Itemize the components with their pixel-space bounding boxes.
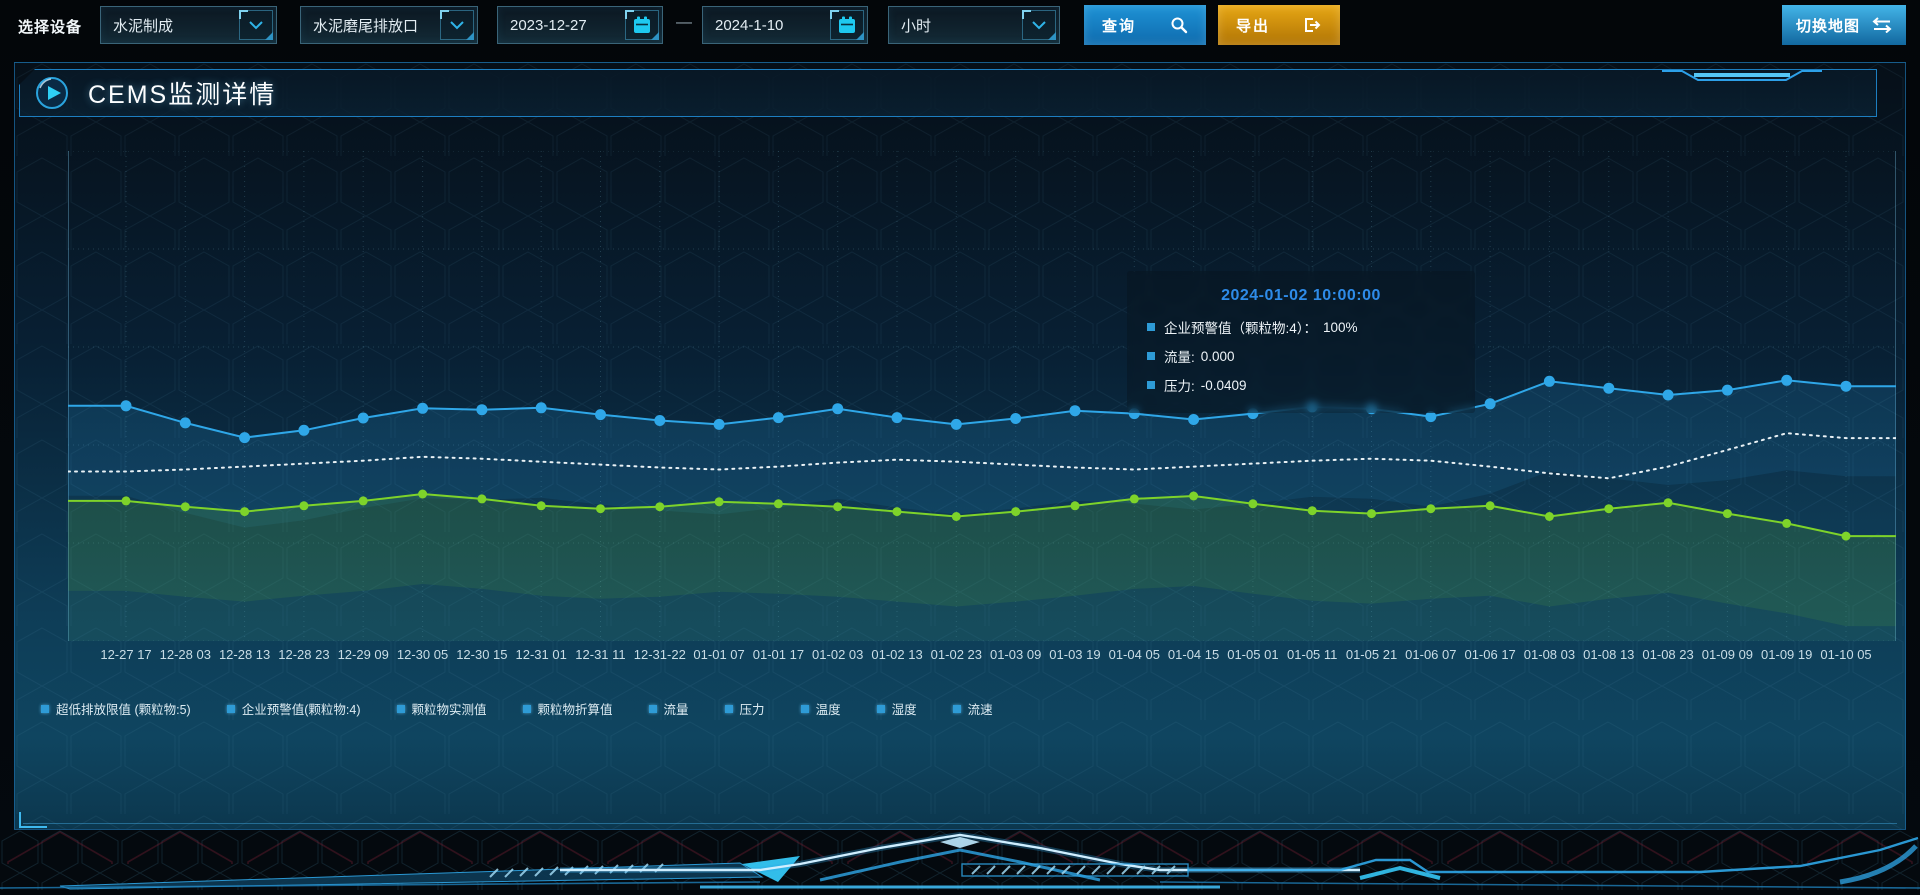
legend-label: 温度 — [815, 703, 841, 717]
calendar-icon[interactable] — [625, 10, 659, 40]
export-button-label: 导出 — [1236, 17, 1271, 35]
x-axis-label: 12-30 15 — [456, 647, 508, 662]
chevron-down-icon[interactable] — [1022, 10, 1056, 40]
device-select[interactable]: 水泥制成 — [100, 6, 277, 44]
x-axis: 12-27 17 12-28 03 12-28 13 12-28 23 12-29 09… — [68, 647, 1896, 667]
x-axis-label: 01-06 07 — [1405, 647, 1457, 662]
x-axis-label: 01-02 03 — [812, 647, 864, 662]
x-axis-label: 01-08 13 — [1583, 647, 1635, 662]
legend-label: 流量 — [663, 703, 689, 717]
x-axis-label: 01-08 03 — [1523, 647, 1576, 662]
x-axis-label: 01-02 23 — [930, 647, 983, 662]
calendar-icon[interactable] — [830, 10, 864, 40]
legend-marker-icon — [226, 704, 235, 713]
x-axis-label: 01-02 13 — [871, 647, 923, 662]
legend-label: 企业预警值(颗粒物:4) — [241, 703, 361, 717]
legend-label: 压力 — [739, 703, 765, 717]
legend-item[interactable]: 流量 — [648, 699, 689, 718]
legend-label: 颗粒物折算值 — [537, 703, 613, 717]
start-date-picker[interactable]: 2023-12-27 — [497, 6, 663, 44]
search-icon — [1170, 16, 1188, 34]
panel-title: CEMS监测详情 — [88, 81, 277, 109]
x-axis-label: 01-06 17 — [1464, 647, 1516, 662]
x-axis-label: 12-28 03 — [159, 647, 211, 662]
legend-item[interactable]: 企业预警值(颗粒物:4) — [226, 699, 361, 718]
panel-header: CEMS监测详情 — [19, 69, 1877, 117]
x-axis-label: 12-31 11 — [575, 647, 626, 662]
interval-select-value: 小时 — [901, 17, 932, 35]
x-axis-label: 12-28 13 — [218, 647, 271, 662]
legend-marker-icon — [876, 704, 885, 713]
interval-select[interactable]: 小时 — [888, 6, 1060, 44]
x-axis-label: 01-05 21 — [1345, 647, 1398, 662]
date-range-separator: — — [676, 14, 692, 31]
end-date-picker[interactable]: 2024-1-10 — [702, 6, 868, 44]
end-date-value: 2024-1-10 — [715, 16, 784, 34]
legend-marker-icon — [648, 704, 657, 713]
chevron-down-icon[interactable] — [440, 10, 474, 40]
x-axis-label: 12-28 23 — [278, 647, 330, 662]
outlet-select-value: 水泥磨尾排放口 — [313, 17, 419, 35]
legend-item[interactable]: 湿度 — [876, 699, 917, 718]
footer-decoration — [0, 830, 1920, 890]
x-axis-label: 12-27 17 — [100, 647, 152, 662]
x-axis-label: 01-01 07 — [693, 647, 745, 662]
legend-label: 超低排放限值 (颗粒物:5) — [56, 703, 191, 717]
chevron-down-icon[interactable] — [239, 10, 273, 40]
legend-item[interactable]: 超低排放限值 (颗粒物:5) — [41, 699, 191, 718]
x-axis-label: 12-29 09 — [337, 647, 389, 662]
swap-arrows-icon — [1872, 17, 1892, 33]
x-axis-label: 01-04 05 — [1108, 647, 1160, 662]
x-axis-label: 01-05 11 — [1287, 647, 1338, 662]
device-select-label: 选择设备 — [18, 19, 83, 36]
cems-panel: CEMS监测详情 12-27 17 12-28 03 12-28 13 12-28 2… — [14, 62, 1906, 830]
export-icon — [1303, 16, 1322, 34]
legend-item[interactable]: 颗粒物实测值 — [396, 699, 487, 718]
x-axis-label: 01-09 19 — [1761, 647, 1813, 662]
device-select-value: 水泥制成 — [113, 17, 174, 35]
switch-map-button[interactable]: 切换地图 — [1782, 5, 1906, 45]
x-axis-label: 01-05 01 — [1227, 647, 1279, 662]
legend-label: 流速 — [967, 703, 993, 717]
legend-item[interactable]: 温度 — [800, 699, 841, 718]
x-axis-label: 12-31 01 — [515, 647, 567, 662]
x-axis-label: 01-10 05 — [1820, 647, 1872, 662]
x-axis-label: 01-01 17 — [752, 647, 805, 662]
export-button[interactable]: 导出 — [1218, 5, 1340, 45]
x-axis-label: 01-09 09 — [1701, 647, 1754, 662]
x-axis-label: 12-31-22 — [633, 647, 686, 662]
toolbar: 选择设备 水泥制成 水泥磨尾排放口 2023-12-27 — [0, 0, 1920, 56]
header-notch-decoration — [1662, 70, 1822, 89]
cems-trend-chart[interactable] — [67, 150, 1897, 642]
chart-legend: 超低排放限值 (颗粒物:5) 企业预警值(颗粒物:4) 颗粒物实测值 颗粒物折算… — [41, 699, 993, 718]
query-button[interactable]: 查询 — [1084, 5, 1206, 45]
start-date-value: 2023-12-27 — [510, 16, 587, 34]
legend-item[interactable]: 流速 — [952, 699, 993, 718]
legend-marker-icon — [800, 704, 809, 713]
legend-marker-icon — [724, 704, 733, 713]
x-axis-label: 01-08 23 — [1642, 647, 1694, 662]
query-button-label: 查询 — [1102, 17, 1137, 35]
legend-marker-icon — [522, 704, 531, 713]
x-axis-label: 01-03 19 — [1049, 647, 1101, 662]
legend-item[interactable]: 颗粒物折算值 — [522, 699, 613, 718]
legend-marker-icon — [396, 704, 405, 713]
switch-map-label: 切换地图 — [1796, 17, 1861, 35]
x-axis-label: 01-04 15 — [1167, 647, 1220, 662]
legend-item[interactable]: 压力 — [724, 699, 765, 718]
play-icon[interactable] — [34, 75, 70, 111]
x-axis-label: 01-03 09 — [989, 647, 1042, 662]
legend-label: 颗粒物实测值 — [411, 703, 487, 717]
legend-marker-icon — [41, 704, 49, 713]
legend-marker-icon — [952, 704, 961, 713]
x-axis-label: 12-30 05 — [396, 647, 449, 662]
outlet-select[interactable]: 水泥磨尾排放口 — [300, 6, 478, 44]
legend-label: 湿度 — [891, 703, 917, 717]
